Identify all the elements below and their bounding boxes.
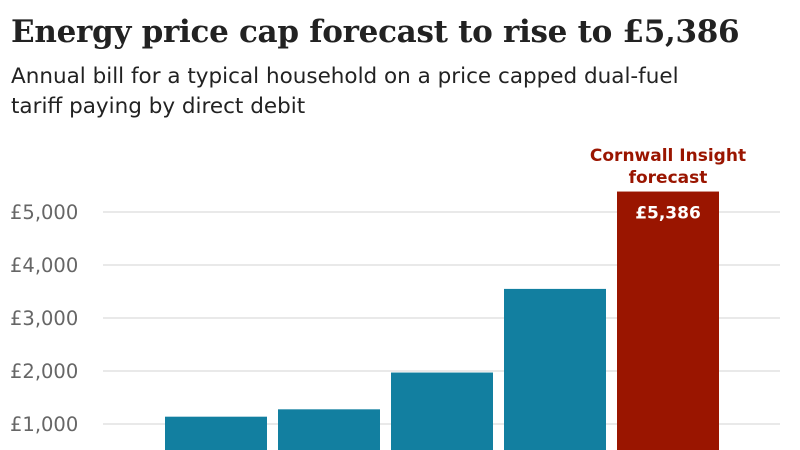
y-tick-label: £5,000	[10, 201, 78, 224]
chart-title: Energy price cap forecast to rise to £5,…	[11, 14, 740, 50]
y-tick-label: £3,000	[10, 307, 78, 330]
chart-subtitle: Annual bill for a typical household on a…	[11, 64, 679, 119]
bar-forecast	[617, 191, 719, 450]
bars	[165, 191, 719, 450]
bar	[278, 409, 380, 450]
forecast-annotation: Cornwall Insight	[590, 146, 746, 166]
data-label: £5,386	[635, 204, 701, 224]
bar	[391, 372, 493, 450]
forecast-annotation: forecast	[629, 168, 708, 188]
y-tick-label: £4,000	[10, 254, 78, 277]
y-axis-labels: £1,000 £2,000 £3,000 £4,000 £5,000	[10, 201, 78, 436]
bar	[165, 416, 267, 450]
bar	[504, 288, 606, 450]
y-tick-label: £2,000	[10, 360, 78, 383]
y-tick-label: £1,000	[10, 413, 78, 436]
